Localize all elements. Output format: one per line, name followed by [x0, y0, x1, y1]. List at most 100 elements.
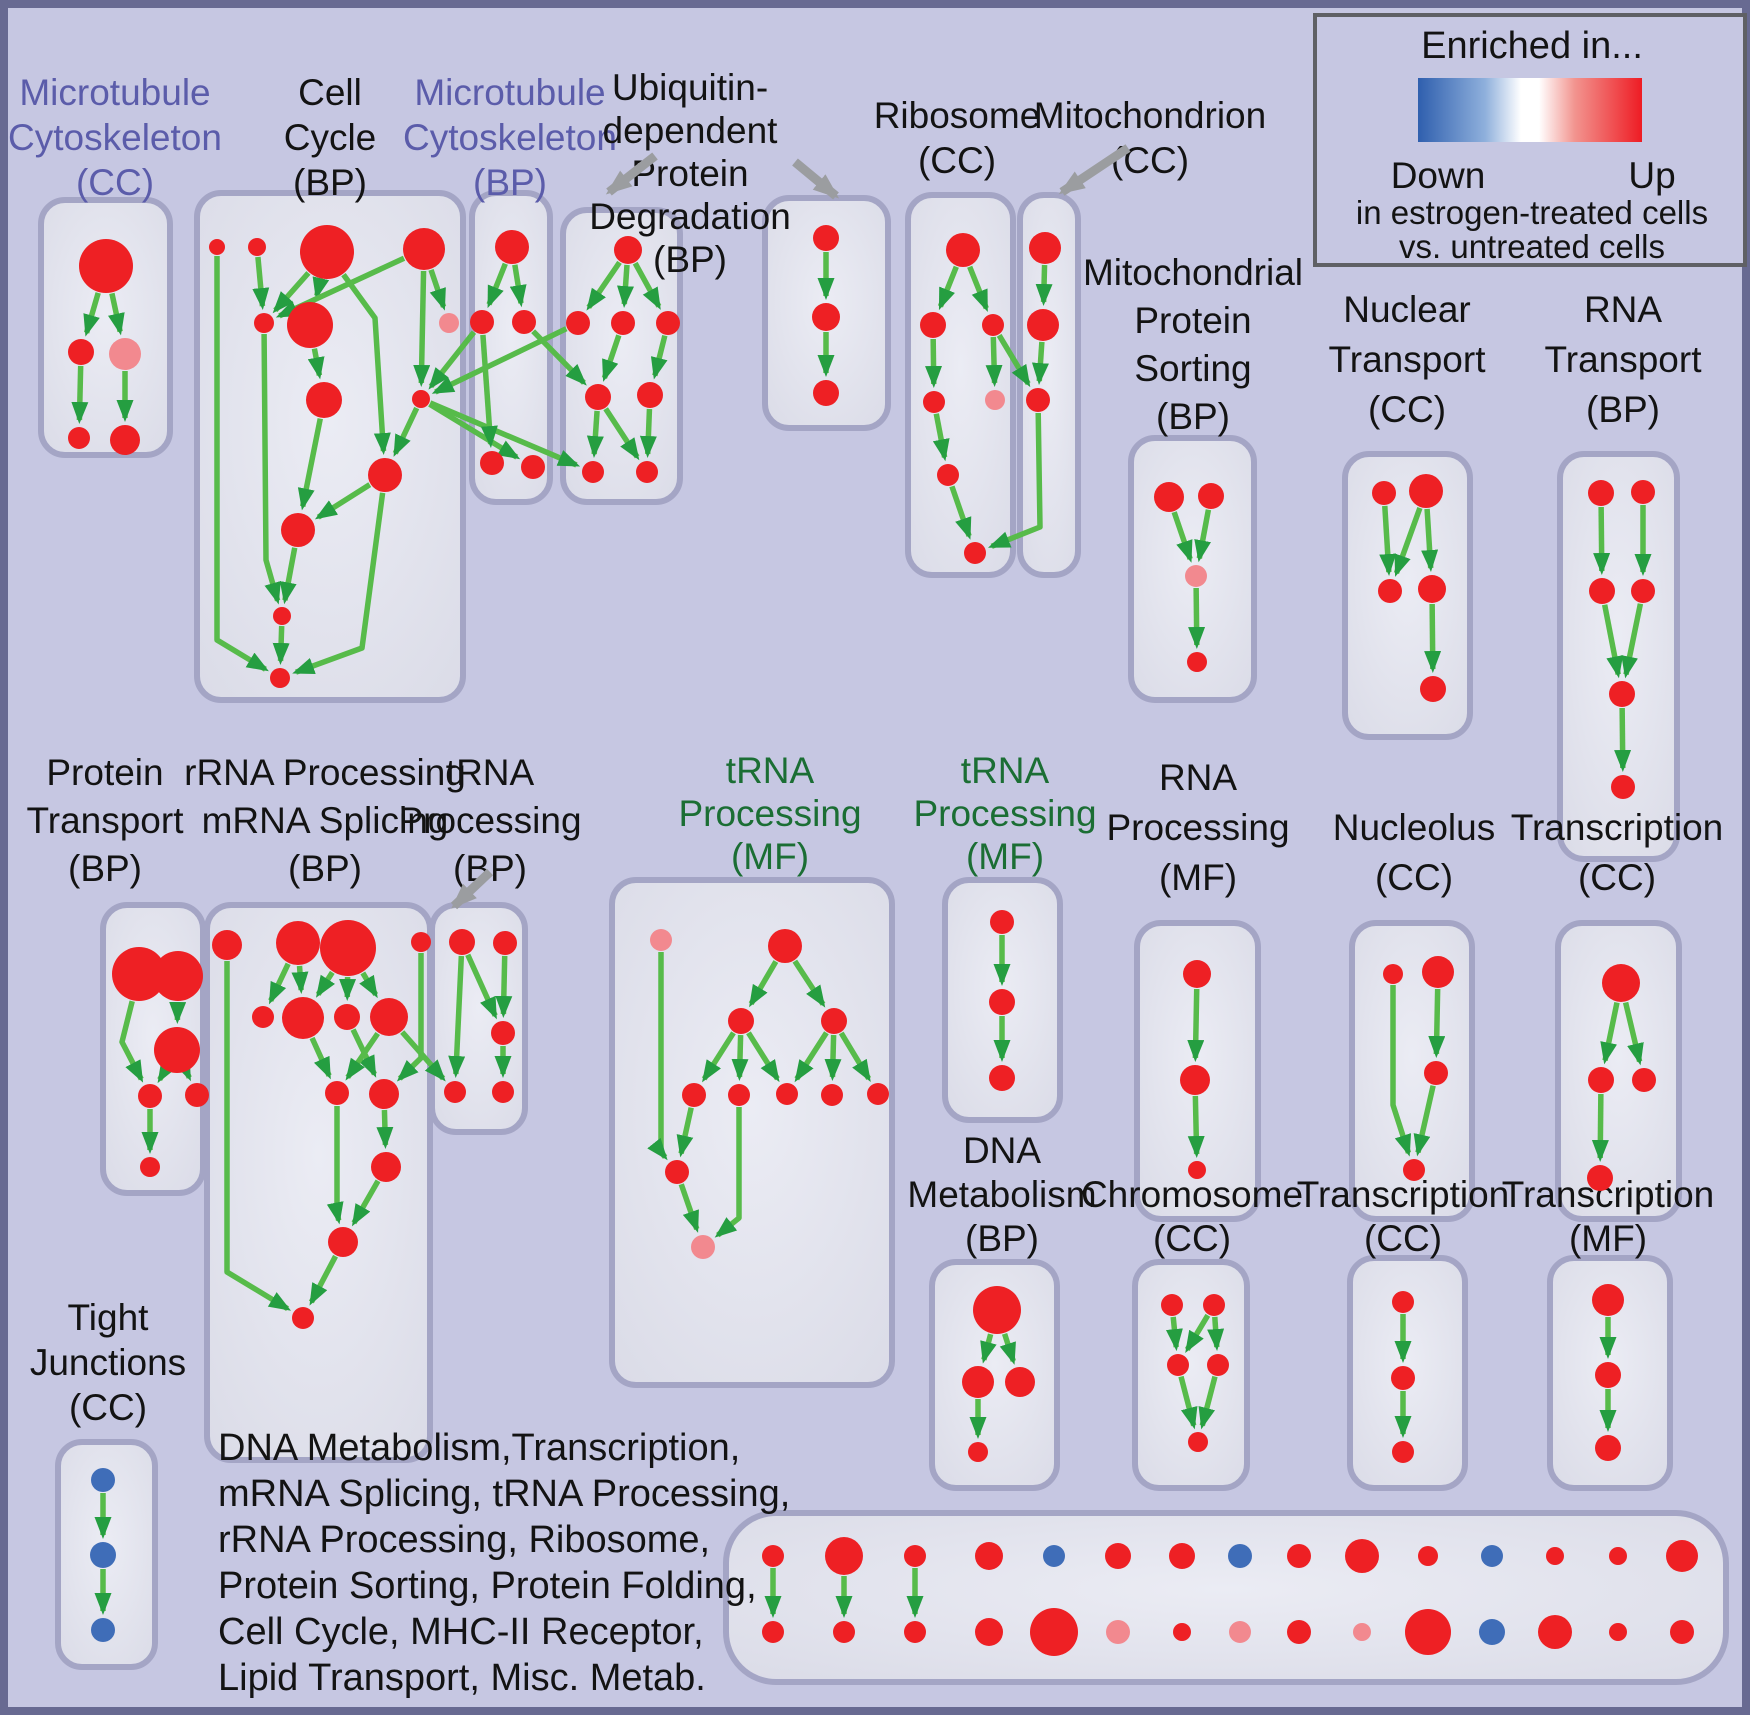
gene-node-p1: [1183, 960, 1211, 988]
gene-node-b13: [270, 668, 290, 688]
summary-node-bottom-2: [833, 1621, 855, 1643]
gene-node-p3: [1188, 1161, 1206, 1179]
gene-node-u1: [1392, 1291, 1414, 1313]
edge-b2-b5: [252, 256, 270, 311]
edge-t2-t3: [1184, 1313, 1211, 1353]
gene-node-o2: [989, 989, 1015, 1015]
edge-l3-l8: [359, 971, 379, 999]
gene-node-s2: [962, 1366, 994, 1398]
edge-b12-b13: [272, 625, 290, 666]
summary-node-bottom-11: [1405, 1609, 1451, 1655]
edge-n2-n3: [748, 960, 779, 1008]
edge-n5-n10: [676, 1107, 694, 1158]
edge-r1-r3: [1622, 1001, 1644, 1066]
edge-n10-n11: [678, 1183, 700, 1233]
edge-d1-d4: [632, 261, 662, 310]
label-pointer-arrow-4: [450, 868, 494, 910]
edge-s1-s3: [999, 1332, 1016, 1365]
gene-node-m3: [491, 1021, 515, 1045]
edge-p1-p2: [1187, 988, 1205, 1063]
gene-node-f6: [937, 464, 959, 486]
gene-node-k5: [185, 1083, 209, 1107]
legend-subtitle-2: vs. untreated cells: [1399, 228, 1665, 265]
gene-node-f7: [964, 542, 986, 564]
gene-node-l13: [292, 1307, 314, 1329]
gene-node-l9: [325, 1081, 349, 1105]
gene-node-s3: [1005, 1367, 1035, 1397]
edge-a1-a3: [108, 292, 125, 336]
edge-f4-f6: [932, 413, 950, 462]
cluster-label-rna-processing: RNA Processing (MF): [1106, 757, 1289, 898]
edge-d4-d6: [650, 334, 668, 380]
edge-b3-b6: [312, 276, 330, 300]
gene-node-a2: [68, 339, 94, 365]
gene-node-b9: [306, 382, 342, 418]
edge-k3-k4: [157, 1059, 177, 1084]
cluster-label-trna-mf-1: tRNA Processing (MF): [678, 750, 861, 877]
summary-node-bottom-1: [762, 1621, 784, 1643]
gene-node-l7: [334, 1004, 360, 1030]
edge-j5-j6: [1614, 707, 1632, 773]
cluster-label-cell-cycle: Cell Cycle (BP): [284, 72, 377, 203]
gene-node-s4: [968, 1442, 988, 1462]
gene-node-l2: [276, 921, 320, 965]
edge-j1-j3: [1593, 506, 1611, 576]
gene-node-c4: [480, 451, 504, 475]
summary-node-top-14: [1609, 1547, 1627, 1565]
gene-node-n8: [821, 1084, 843, 1106]
gene-node-t3: [1167, 1354, 1189, 1376]
edge-t2-t4: [1207, 1316, 1225, 1352]
edge-h3-h4: [1188, 587, 1206, 650]
gene-node-l11: [371, 1152, 401, 1182]
cluster-label-transcription-cc-1: Transcription (CC): [1511, 807, 1723, 898]
edge-b10-b11: [314, 482, 372, 520]
gene-node-d5: [585, 384, 611, 410]
cluster-label-ribosome: Ribosome (CC): [874, 95, 1041, 181]
edge-g3-f7: [987, 412, 1043, 549]
summary-node-top-6: [1105, 1543, 1131, 1569]
cluster-box-trna-mf-1: [609, 877, 895, 1388]
gene-node-o1: [990, 910, 1014, 934]
gene-node-d3: [611, 311, 635, 335]
edge-f3-g3: [996, 333, 1031, 388]
edge-b1-b13: [214, 256, 269, 672]
summary-node-bottom-14: [1609, 1623, 1627, 1641]
edge-b11-b12: [279, 547, 298, 605]
label-pointer-arrow-1: [605, 152, 658, 196]
edge-b4-b8: [413, 270, 431, 388]
gene-node-j6: [1611, 775, 1635, 799]
summary-node-bottom-12: [1479, 1619, 1505, 1645]
gene-node-e2: [812, 303, 840, 331]
gene-node-j2: [1631, 480, 1655, 504]
edge-i1-i3: [1379, 505, 1397, 577]
edge-c2-c4: [480, 334, 498, 449]
gene-node-r1: [1602, 964, 1640, 1002]
edge-d1-d3: [617, 264, 635, 309]
edge-f3-f5: [985, 336, 1003, 388]
gene-node-b11: [281, 513, 315, 547]
gene-node-d6: [637, 382, 663, 408]
summary-node-bottom-4: [975, 1618, 1003, 1646]
summary-node-top-13: [1546, 1547, 1564, 1565]
edge-i2-i3: [1393, 507, 1423, 577]
gene-node-u3: [1392, 1441, 1414, 1463]
gene-node-a3: [109, 338, 141, 370]
edge-r1-r2: [1600, 1002, 1620, 1065]
summary-node-top-10: [1345, 1539, 1379, 1573]
edge-l4-l10: [396, 953, 424, 1082]
cluster-box-nucleolus: [1349, 920, 1475, 1222]
edge-b8-b10: [392, 406, 420, 457]
gene-node-n10: [665, 1160, 689, 1184]
gene-node-d8: [636, 461, 658, 483]
gene-node-w1: [91, 1468, 115, 1492]
gene-node-r4: [1587, 1165, 1613, 1191]
gene-node-n9: [867, 1083, 889, 1105]
edge-f1-f2: [937, 265, 959, 311]
cluster-label-mitochondrion: Mitochondrion (CC): [1034, 95, 1266, 181]
edge-j3-j5: [1601, 604, 1624, 679]
gene-node-b2: [248, 238, 266, 256]
legend-title: Enriched in...: [1421, 25, 1643, 67]
edge-i4-i5: [1424, 603, 1442, 674]
summary-node-top-4: [975, 1542, 1003, 1570]
